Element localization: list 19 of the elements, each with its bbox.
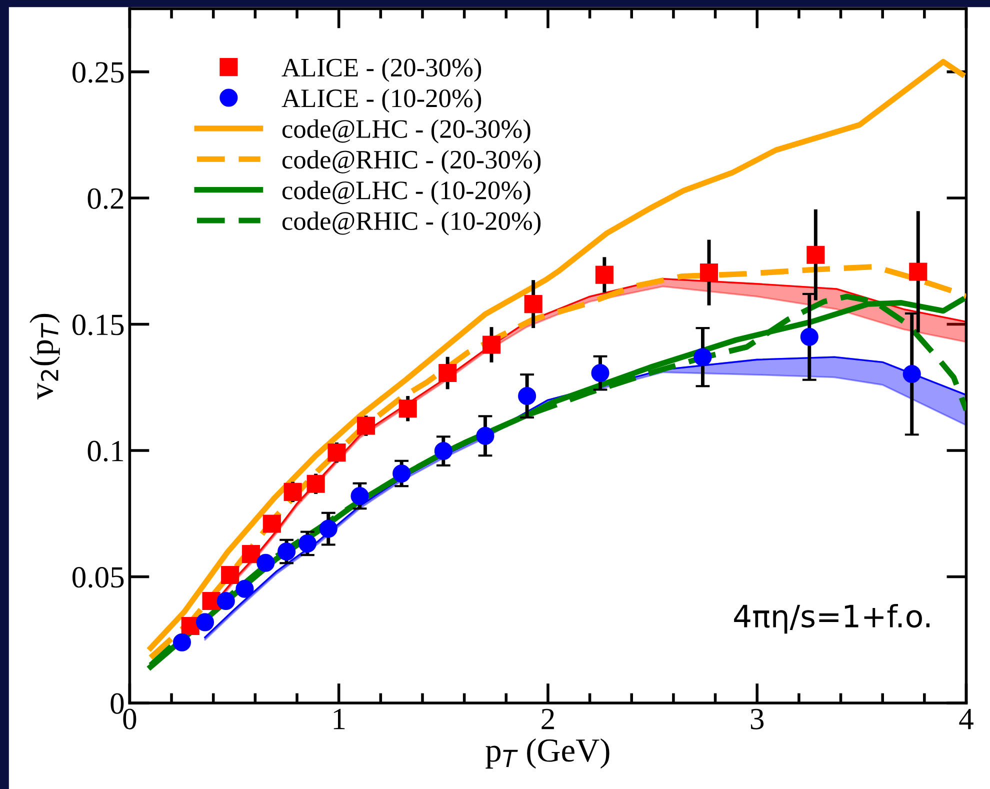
legend-label: code@LHC - (10-20%) xyxy=(282,180,530,205)
y-tick-label: 0.05 xyxy=(72,567,124,588)
y-tick-label: 0.1 xyxy=(88,440,123,462)
y-tick-label: 0 xyxy=(110,693,124,714)
annotation: 4πη/s=1+f.o. xyxy=(734,604,930,634)
x-axis-title: p$_{T}$ (GeV) xyxy=(486,738,610,769)
legend-label: code@RHIC - (20-30%) xyxy=(282,150,541,174)
x-tick-label: 2 xyxy=(542,708,554,730)
x-tick-label: 4 xyxy=(959,708,974,730)
legend-label: code@RHIC - (10-20%) xyxy=(282,211,541,236)
y-tick-label: 0.25 xyxy=(72,62,124,83)
legend-label: ALICE - (20-30%) xyxy=(282,58,482,82)
y-tick-label: 0.2 xyxy=(88,188,124,210)
x-tick-label: 3 xyxy=(750,708,764,730)
y-axis-title: v$_{2}$(p$_{T}$) xyxy=(30,314,60,400)
legend-label: ALICE - (10-20%) xyxy=(282,88,482,113)
y-tick-label: 0.15 xyxy=(72,314,124,336)
x-tick-label: 1 xyxy=(334,708,345,730)
legend-label: code@LHC - (20-30%) xyxy=(282,119,530,144)
